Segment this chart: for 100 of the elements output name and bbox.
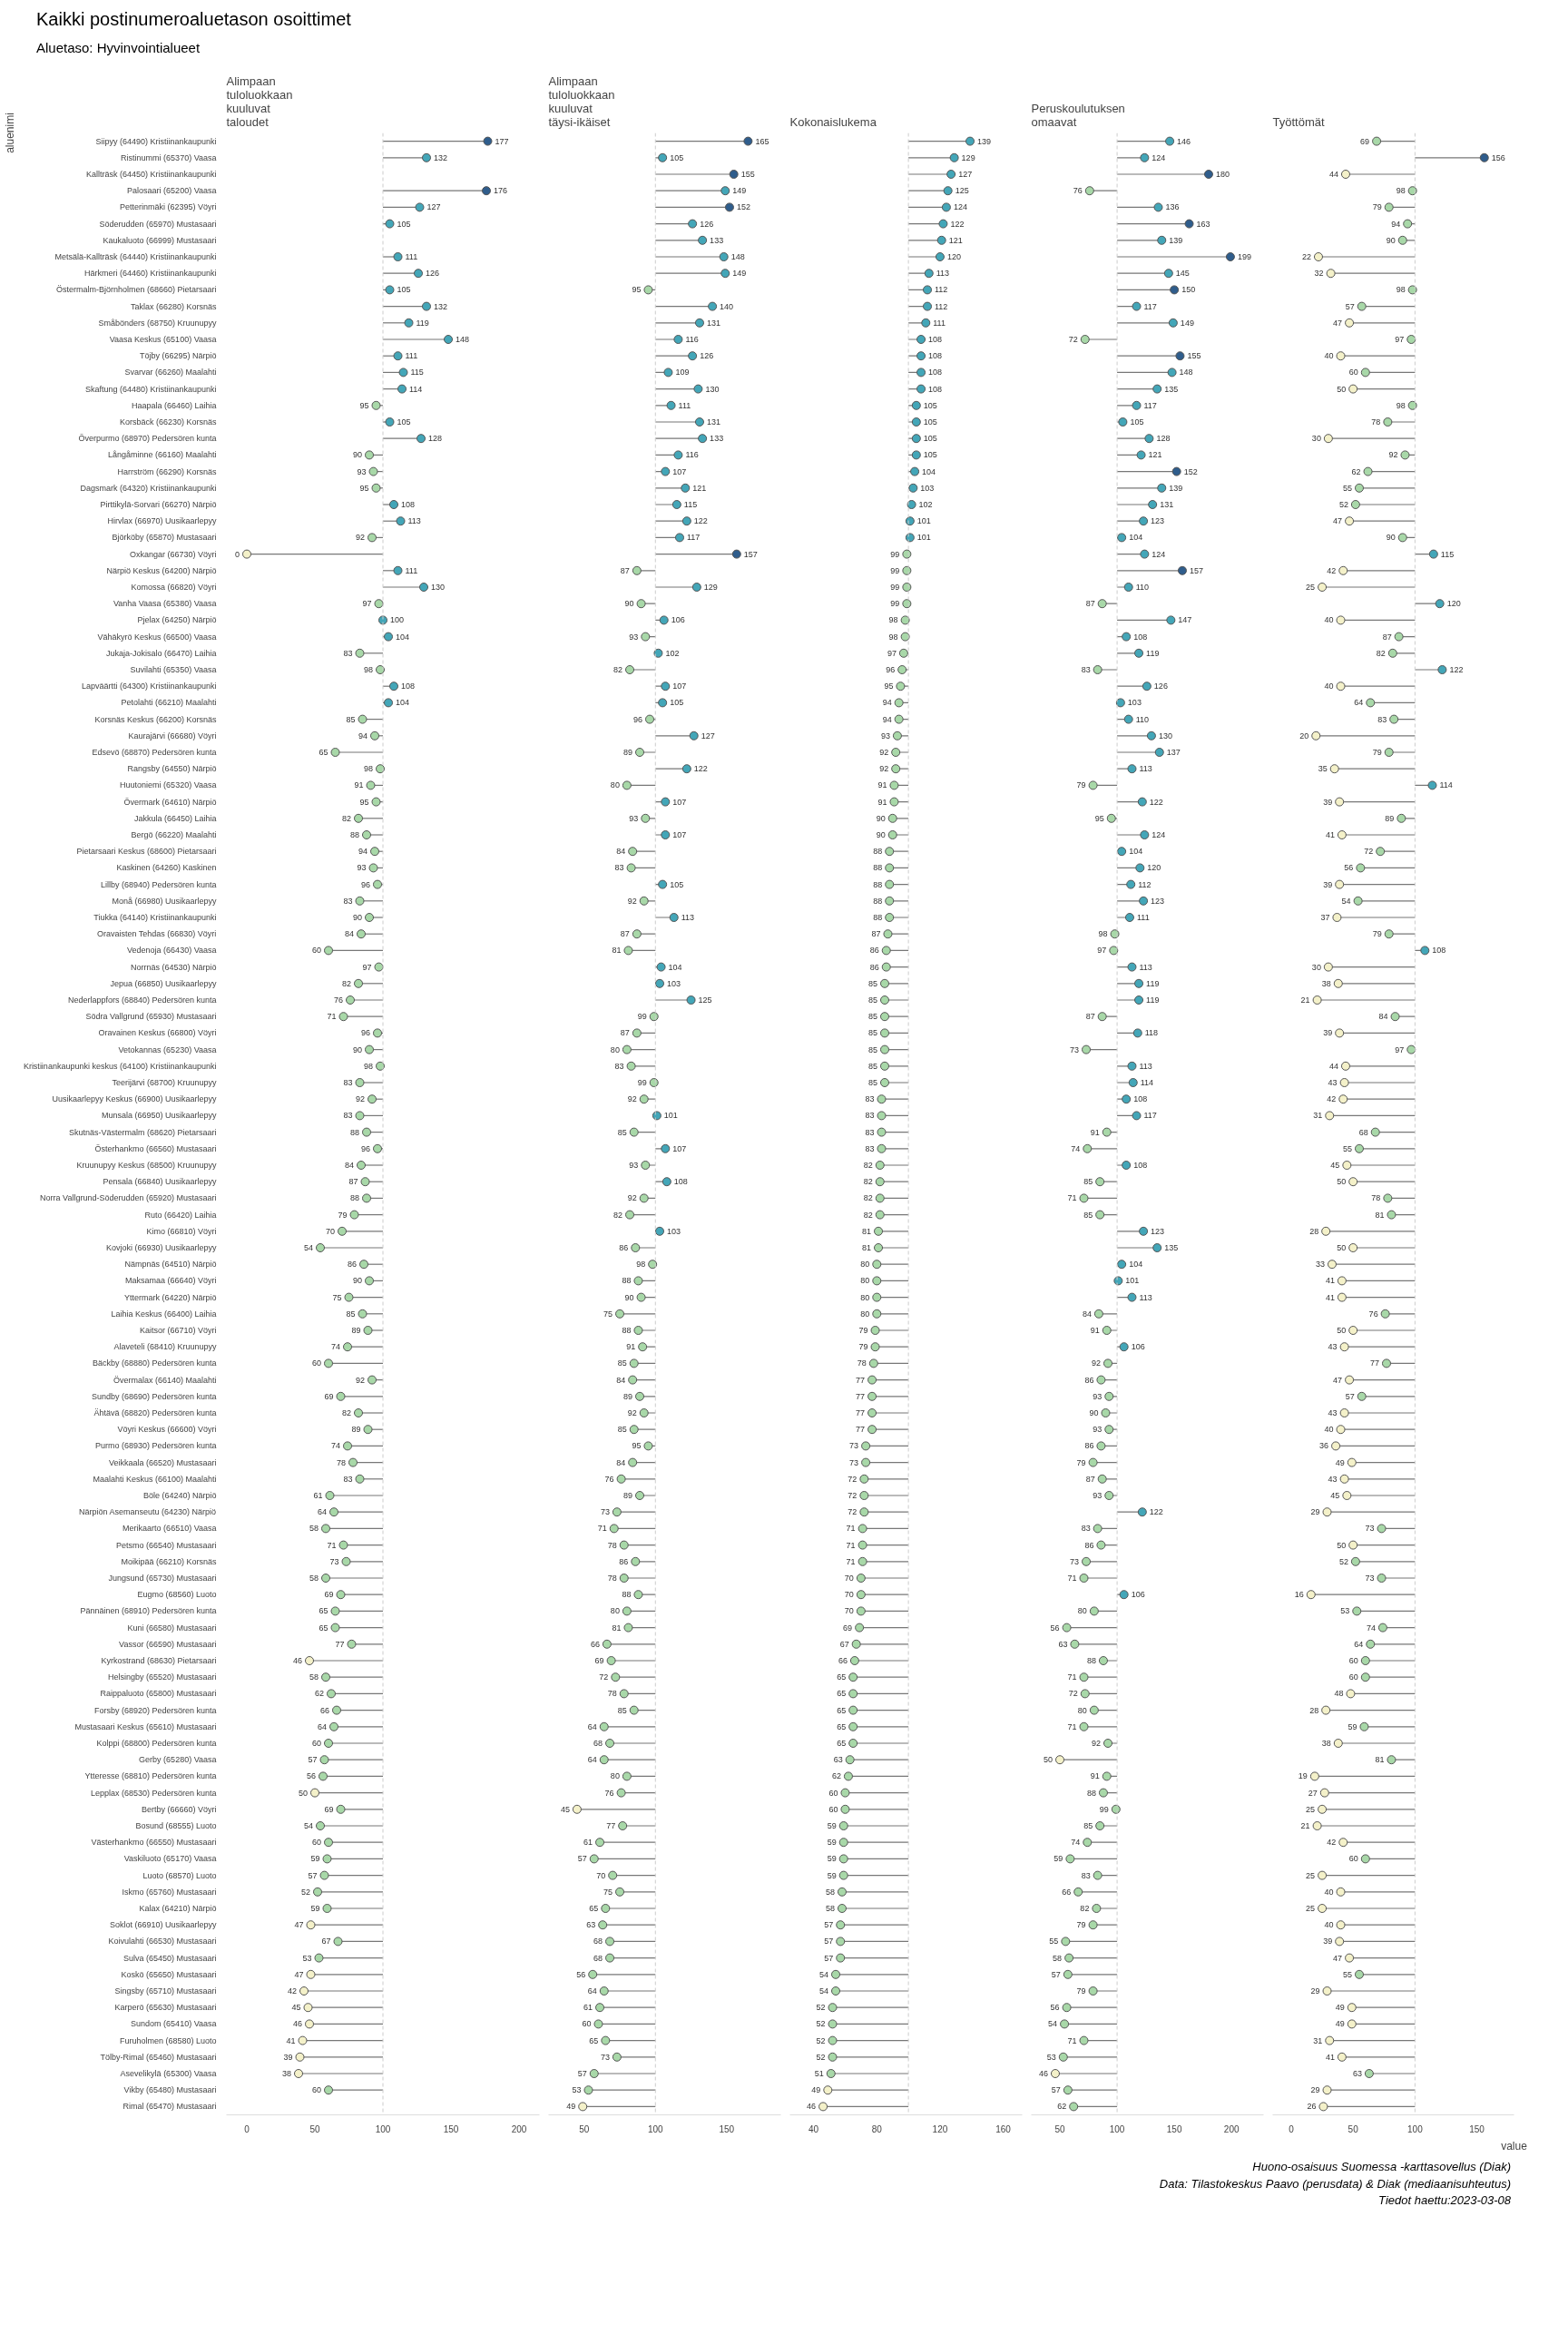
x-tick-label: 100	[375, 2123, 391, 2134]
data-label: 133	[710, 434, 724, 444]
data-label: 47	[1333, 318, 1343, 328]
data-label: 79	[1076, 780, 1086, 790]
data-label: 112	[935, 301, 948, 311]
data-label: 117	[1143, 301, 1157, 311]
data-label: 124	[1152, 152, 1166, 162]
data-label: 106	[1131, 1590, 1145, 1600]
data-label: 57	[1051, 2085, 1061, 2095]
data-label: 111	[933, 318, 946, 328]
y-tick-label: Mustasaari Keskus (65610) Mustasaari	[74, 1721, 217, 1731]
text: Huono-osaisuus Suomessa -karttasovellus (Diak)	[1251, 2159, 1511, 2175]
data-label: 53	[302, 1953, 312, 1963]
data-label: 82	[613, 664, 623, 674]
data-label: 85	[867, 1044, 877, 1054]
data-label: 85	[867, 995, 877, 1005]
data-label: 65	[318, 1606, 328, 1616]
y-tick-label: Teerijärvi (68700) Kruunupyy	[112, 1077, 217, 1087]
y-tick-label: Kimo (66810) Vöyri	[146, 1226, 217, 1236]
y-tick-label: Vikby (65480) Mustasaari	[123, 2085, 217, 2095]
x-tick-label: 150	[1469, 2123, 1485, 2134]
y-tick-label: Pirttikylä-Sorvari (66270) Närpiö	[100, 499, 217, 509]
data-label: 123	[1151, 516, 1165, 526]
data-label: 88	[1086, 1655, 1096, 1665]
y-tick-label: Edsevö (68870) Pedersören kunta	[92, 747, 217, 757]
y-tick-label: Pensala (66840) Uusikaarlepyy	[103, 1177, 217, 1187]
data-label: 50	[1337, 1242, 1347, 1252]
data-label: 21	[1300, 995, 1310, 1005]
data-label: 47	[1333, 1375, 1343, 1385]
y-tick-label: Sulva (65450) Mustasaari	[122, 1953, 217, 1963]
data-label: 56	[576, 1969, 586, 1979]
data-label: 79	[338, 1210, 348, 1220]
data-label: 79	[1372, 202, 1382, 212]
data-label: 113	[407, 516, 421, 526]
data-label: 139	[1169, 483, 1183, 493]
data-label: 70	[844, 1573, 854, 1583]
data-label: 152	[736, 202, 750, 212]
data-label: 75	[603, 1887, 613, 1897]
data-label: 59	[827, 1854, 837, 1864]
data-label: 98	[363, 664, 373, 674]
y-tick-label: Merikaarto (66510) Vaasa	[122, 1524, 217, 1534]
data-label: 114	[409, 384, 423, 394]
data-label: 101	[663, 1111, 678, 1121]
x-tick-label: 50	[1348, 2123, 1359, 2134]
data-label: 83	[1081, 1524, 1091, 1534]
data-label: 82	[1080, 1903, 1090, 1913]
data-label: 54	[303, 1242, 313, 1252]
data-label: 76	[604, 1474, 614, 1484]
y-tick-label: Ruto (66420) Laihia	[144, 1210, 217, 1220]
data-label: 95	[359, 797, 369, 807]
data-label: 111	[405, 251, 418, 261]
y-tick-label: Kolppi (68800) Pedersören kunta	[96, 1738, 217, 1748]
data-label: 105	[1130, 417, 1144, 427]
data-label: 73	[1070, 1556, 1080, 1566]
data-label: 47	[1333, 1953, 1343, 1963]
data-label: 85	[1083, 1210, 1093, 1220]
y-tick-label: Bosund (68555) Luoto	[135, 1820, 217, 1830]
data-label: 50	[1044, 1755, 1054, 1765]
data-label: 59	[827, 1870, 837, 1880]
data-label: 117	[1143, 400, 1157, 410]
data-label: 65	[318, 747, 328, 757]
data-label: 93	[880, 731, 890, 740]
y-tick-label: Sundby (68690) Pedersören kunta	[91, 1391, 217, 1401]
data-label: 105	[397, 417, 411, 427]
data-label: 19	[1298, 1771, 1308, 1781]
data-label: 131	[1160, 499, 1174, 509]
data-label: 73	[600, 2052, 610, 2062]
data-label: 81	[612, 946, 622, 956]
data-label: 99	[1099, 1804, 1109, 1814]
y-tick-label: Överpurmo (68970) Pedersören kunta	[78, 434, 217, 444]
y-tick-label: Forsby (68920) Pedersören kunta	[93, 1705, 217, 1715]
data-label: 80	[610, 1606, 620, 1616]
data-label: 49	[811, 2085, 821, 2095]
data-label: 47	[1333, 516, 1343, 526]
data-label: 108	[401, 499, 416, 509]
data-label: 50	[1337, 1540, 1347, 1550]
data-label: 55	[1342, 1969, 1352, 1979]
data-label: 86	[619, 1242, 629, 1252]
data-label: 85	[867, 1012, 877, 1022]
y-tick-label: Kaskinen (64260) Kaskinen	[116, 863, 217, 873]
y-tick-label: Harrström (66290) Korsnäs	[117, 466, 217, 476]
y-tick-label: Metsälä-Kallträsk (64440) Kristiinankaupunki	[54, 251, 217, 261]
data-label: 88	[873, 912, 883, 922]
data-label: 63	[833, 1755, 843, 1765]
data-label: 58	[825, 1887, 835, 1897]
data-label: 50	[298, 1788, 308, 1798]
data-label: 57	[1345, 1391, 1355, 1401]
data-label: 53	[1340, 1606, 1350, 1616]
y-tick-label: Jukaja-Jokisalo (66470) Laihia	[105, 648, 217, 658]
y-tick-label: Oxkangar (66730) Vöyri	[129, 549, 217, 559]
y-tick-label: Koivulahti (66530) Mustasaari	[108, 1937, 217, 1947]
data-label: 85	[346, 714, 356, 724]
y-tick-label: Vanha Vaasa (65380) Vaasa	[113, 599, 217, 609]
data-label: 119	[1146, 995, 1160, 1005]
data-label: 45	[1330, 1160, 1340, 1170]
data-label: 93	[629, 813, 639, 823]
data-label: 124	[953, 202, 967, 212]
data-label: 87	[871, 929, 881, 939]
data-label: 71	[846, 1540, 856, 1550]
data-label: 73	[849, 1441, 859, 1451]
